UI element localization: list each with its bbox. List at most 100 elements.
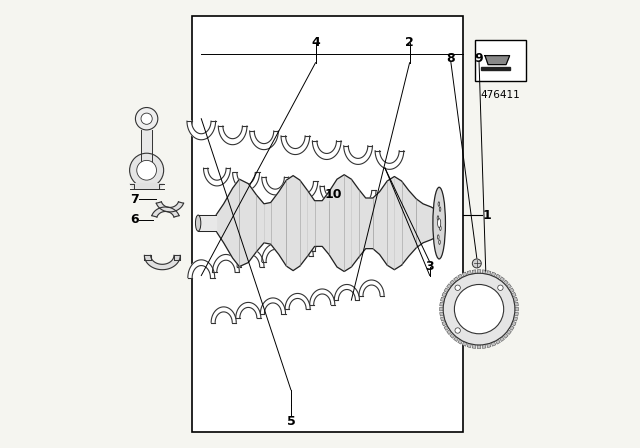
Polygon shape <box>482 270 486 274</box>
Circle shape <box>498 285 503 290</box>
Polygon shape <box>467 343 471 348</box>
Polygon shape <box>467 271 471 275</box>
Polygon shape <box>187 121 216 140</box>
Polygon shape <box>440 307 444 311</box>
Polygon shape <box>320 186 347 204</box>
Polygon shape <box>487 343 491 348</box>
Polygon shape <box>211 307 236 323</box>
Polygon shape <box>174 255 180 260</box>
Ellipse shape <box>440 226 441 230</box>
Polygon shape <box>472 345 476 349</box>
Polygon shape <box>515 302 518 306</box>
Text: 476411: 476411 <box>481 90 520 100</box>
Polygon shape <box>250 131 278 150</box>
Ellipse shape <box>438 219 441 228</box>
Ellipse shape <box>439 207 441 211</box>
Polygon shape <box>335 228 362 246</box>
Polygon shape <box>506 330 511 335</box>
Polygon shape <box>378 195 405 213</box>
Polygon shape <box>495 339 500 344</box>
Polygon shape <box>500 277 504 282</box>
Polygon shape <box>285 293 310 309</box>
Polygon shape <box>458 339 463 344</box>
Circle shape <box>455 285 460 290</box>
Polygon shape <box>310 289 335 305</box>
Polygon shape <box>442 321 447 326</box>
Text: 5: 5 <box>287 414 295 428</box>
Polygon shape <box>349 190 376 208</box>
Polygon shape <box>477 270 481 273</box>
Polygon shape <box>359 280 384 296</box>
Polygon shape <box>477 345 481 349</box>
Polygon shape <box>462 272 467 277</box>
Polygon shape <box>500 336 504 341</box>
Polygon shape <box>204 168 230 186</box>
Polygon shape <box>487 271 491 275</box>
Polygon shape <box>311 233 338 251</box>
Polygon shape <box>145 255 180 270</box>
Polygon shape <box>492 272 496 277</box>
Polygon shape <box>440 312 444 316</box>
Polygon shape <box>156 202 184 212</box>
Polygon shape <box>440 302 444 306</box>
Polygon shape <box>482 345 486 349</box>
Polygon shape <box>509 288 514 293</box>
Polygon shape <box>212 254 239 272</box>
Polygon shape <box>237 249 264 267</box>
Polygon shape <box>503 333 508 338</box>
Polygon shape <box>447 284 452 289</box>
Circle shape <box>136 108 158 130</box>
Polygon shape <box>375 151 404 169</box>
Polygon shape <box>513 317 518 321</box>
Circle shape <box>454 284 504 334</box>
Polygon shape <box>509 326 514 330</box>
Circle shape <box>443 273 515 345</box>
Polygon shape <box>260 298 285 314</box>
Bar <box>192 16 463 432</box>
Polygon shape <box>462 341 467 346</box>
Polygon shape <box>130 184 164 189</box>
Polygon shape <box>281 136 310 155</box>
Polygon shape <box>218 126 247 145</box>
Polygon shape <box>472 270 476 274</box>
Text: 4: 4 <box>311 36 320 49</box>
Polygon shape <box>216 175 440 271</box>
Polygon shape <box>287 238 314 256</box>
Circle shape <box>472 259 481 268</box>
Polygon shape <box>492 341 496 346</box>
Polygon shape <box>454 336 458 341</box>
Polygon shape <box>454 277 458 282</box>
Text: 8: 8 <box>447 52 455 65</box>
Circle shape <box>440 270 518 349</box>
Polygon shape <box>334 284 360 300</box>
Polygon shape <box>511 293 516 297</box>
Text: 10: 10 <box>324 188 342 202</box>
Polygon shape <box>440 317 445 321</box>
Polygon shape <box>344 146 372 164</box>
Polygon shape <box>450 333 455 338</box>
Text: 7: 7 <box>130 193 138 206</box>
Circle shape <box>455 328 460 333</box>
Polygon shape <box>141 130 152 170</box>
Circle shape <box>130 153 164 187</box>
Polygon shape <box>506 284 511 289</box>
Ellipse shape <box>438 240 440 245</box>
Polygon shape <box>495 274 500 279</box>
Polygon shape <box>440 297 445 302</box>
Polygon shape <box>485 56 509 65</box>
Polygon shape <box>312 141 341 159</box>
Polygon shape <box>145 255 150 260</box>
Polygon shape <box>188 260 215 278</box>
Polygon shape <box>503 280 508 285</box>
Polygon shape <box>236 302 261 318</box>
Ellipse shape <box>437 216 439 220</box>
Text: 2: 2 <box>405 36 414 49</box>
Polygon shape <box>515 312 518 316</box>
Polygon shape <box>262 244 289 262</box>
Polygon shape <box>513 297 518 302</box>
Circle shape <box>141 113 152 125</box>
Polygon shape <box>444 288 449 293</box>
Ellipse shape <box>438 235 439 239</box>
Polygon shape <box>152 207 179 217</box>
Polygon shape <box>447 330 452 335</box>
